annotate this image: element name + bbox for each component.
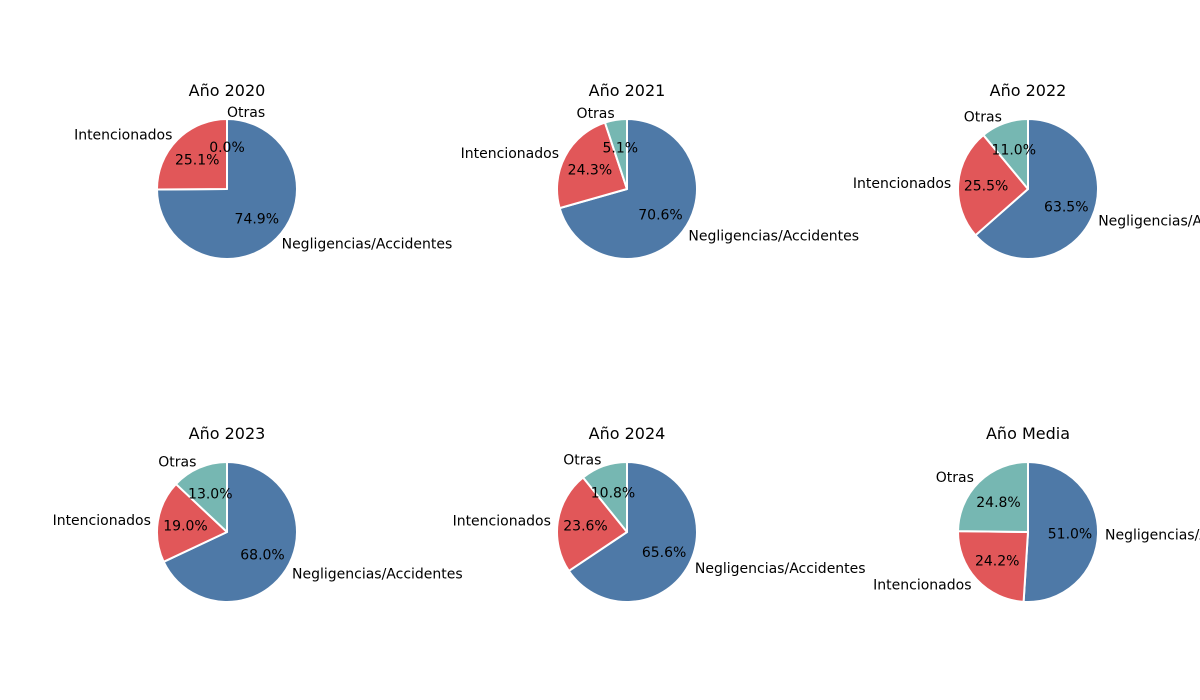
pie-category-label: Otras xyxy=(577,106,615,122)
pie-title: Año 2020 xyxy=(189,81,266,100)
pie-percent-label: 0.0% xyxy=(209,140,245,156)
pie-category-label: Intencionados xyxy=(853,176,951,192)
pie-wedges xyxy=(155,118,298,260)
pie-a-o-2022: Año 2022 63.5% Negligencias/Accidentes 25.5… xyxy=(853,81,1200,260)
pie-labels: 70.6% Negligencias/Accidentes 24.3% Intenci… xyxy=(461,106,859,244)
pie-category-label: Intencionados xyxy=(53,513,151,529)
pie-labels: 74.9%Negligencias/Accidentes 25.1%Intenci… xyxy=(74,105,452,252)
pie-slice-otras xyxy=(174,461,228,533)
pie-wedges xyxy=(957,118,1099,260)
pie-a-o-2020: Año 2020 74.9%Negligencias/Accidentes 25.1… xyxy=(74,81,452,260)
pie-a-o-media: Año Media 51.0% Negligencias/Accidentes 24.… xyxy=(873,424,1200,603)
pie-title: Año 2021 xyxy=(589,81,666,100)
pie-percent-label: 11.0% xyxy=(992,143,1036,159)
pie-category-label: Intencionados xyxy=(461,146,559,162)
pie-percent-label: 51.0% xyxy=(1048,526,1092,542)
pie-slice-intencionados xyxy=(155,118,228,191)
pie-category-label: Otras xyxy=(964,110,1002,126)
pie-slice-intencionados xyxy=(556,476,628,572)
pie-title: Año Media xyxy=(986,424,1070,443)
pie-category-label: Otras xyxy=(563,452,601,468)
pie-percent-label: 68.0% xyxy=(240,548,284,564)
pie-percent-label: 63.5% xyxy=(1044,199,1088,215)
pie-category-label: Negligencias/Accidentes xyxy=(1105,527,1200,543)
pie-percent-label: 19.0% xyxy=(163,518,207,534)
pie-percent-label: 25.5% xyxy=(964,179,1008,195)
pie-slice-intencionados xyxy=(957,134,1029,237)
pie-wedges xyxy=(156,461,298,603)
pie-slice-negligencias-accidentes xyxy=(162,461,298,603)
pie-percent-label: 5.1% xyxy=(603,141,639,157)
pie-slice-otras xyxy=(582,461,628,533)
pie-a-o-2023: Año 2023 68.0% Negligencias/Accidentes 19.0… xyxy=(53,424,463,603)
pie-percent-label: 23.6% xyxy=(563,519,607,535)
pie-slice-intencionados xyxy=(957,530,1029,603)
pie-labels: 51.0% Negligencias/Accidentes 24.2%Intenci… xyxy=(873,470,1200,593)
pie-slice-otras xyxy=(982,118,1029,190)
pie-category-label: Negligencias/Accidentes xyxy=(282,236,453,252)
pie-title: Año 2024 xyxy=(589,424,666,443)
pie-slice-negligencias-accidentes xyxy=(1022,461,1100,603)
pie-category-label: Negligencias/Accidentes xyxy=(695,561,866,577)
pie-percent-label: 25.1% xyxy=(175,152,219,168)
pie-slice-otras xyxy=(957,461,1029,533)
pie-percent-label: 65.6% xyxy=(642,545,686,561)
pie-category-label: Otras xyxy=(227,105,265,121)
pie-percent-label: 10.8% xyxy=(591,485,635,501)
pie-category-label: Intencionados xyxy=(873,577,971,593)
pie-a-o-2024: Año 2024 65.6% Negligencias/Accidentes 23.6… xyxy=(453,424,866,603)
pie-category-label: Otras xyxy=(936,470,974,486)
pie-title: Año 2023 xyxy=(189,424,266,443)
pie-percent-label: 24.3% xyxy=(568,162,612,178)
pie-percent-label: 24.8% xyxy=(976,495,1020,511)
pie-wedges xyxy=(556,118,698,260)
pie-percent-label: 13.0% xyxy=(188,487,232,503)
pie-category-label: Intencionados xyxy=(74,128,172,144)
pie-category-label: Negligencias/Accidentes xyxy=(292,566,463,582)
pie-labels: 68.0% Negligencias/Accidentes 19.0% Intenci… xyxy=(53,454,463,582)
pie-slice-intencionados xyxy=(556,121,628,210)
pie-category-label: Negligencias/Accidentes xyxy=(1098,214,1200,230)
pie-title: Año 2022 xyxy=(990,81,1067,100)
pie-percent-label: 24.2% xyxy=(975,554,1019,570)
pie-wedges xyxy=(957,461,1100,603)
pie-a-o-2021: Año 2021 70.6% Negligencias/Accidentes 24.3… xyxy=(461,81,859,260)
pie-category-label: Intencionados xyxy=(453,513,551,529)
pie-slice-intencionados xyxy=(156,483,228,563)
pie-slice-negligencias-accidentes xyxy=(156,118,298,260)
pie-category-label: Negligencias/Accidentes xyxy=(688,228,859,244)
pie-slice-otras xyxy=(603,118,628,190)
pie-wedges xyxy=(556,461,699,603)
pie-percent-label: 74.9% xyxy=(235,212,279,228)
pie-percent-label: 70.6% xyxy=(638,207,682,223)
pie-slice-negligencias-accidentes xyxy=(567,461,699,603)
pie-slice-negligencias-accidentes xyxy=(974,118,1099,260)
pie-labels: 65.6% Negligencias/Accidentes 23.6% Intenci… xyxy=(453,452,866,577)
pie-labels: 63.5% Negligencias/Accidentes 25.5% Intenci… xyxy=(853,110,1200,230)
pie-slice-negligencias-accidentes xyxy=(558,118,698,260)
pie-category-label: Otras xyxy=(158,454,196,470)
